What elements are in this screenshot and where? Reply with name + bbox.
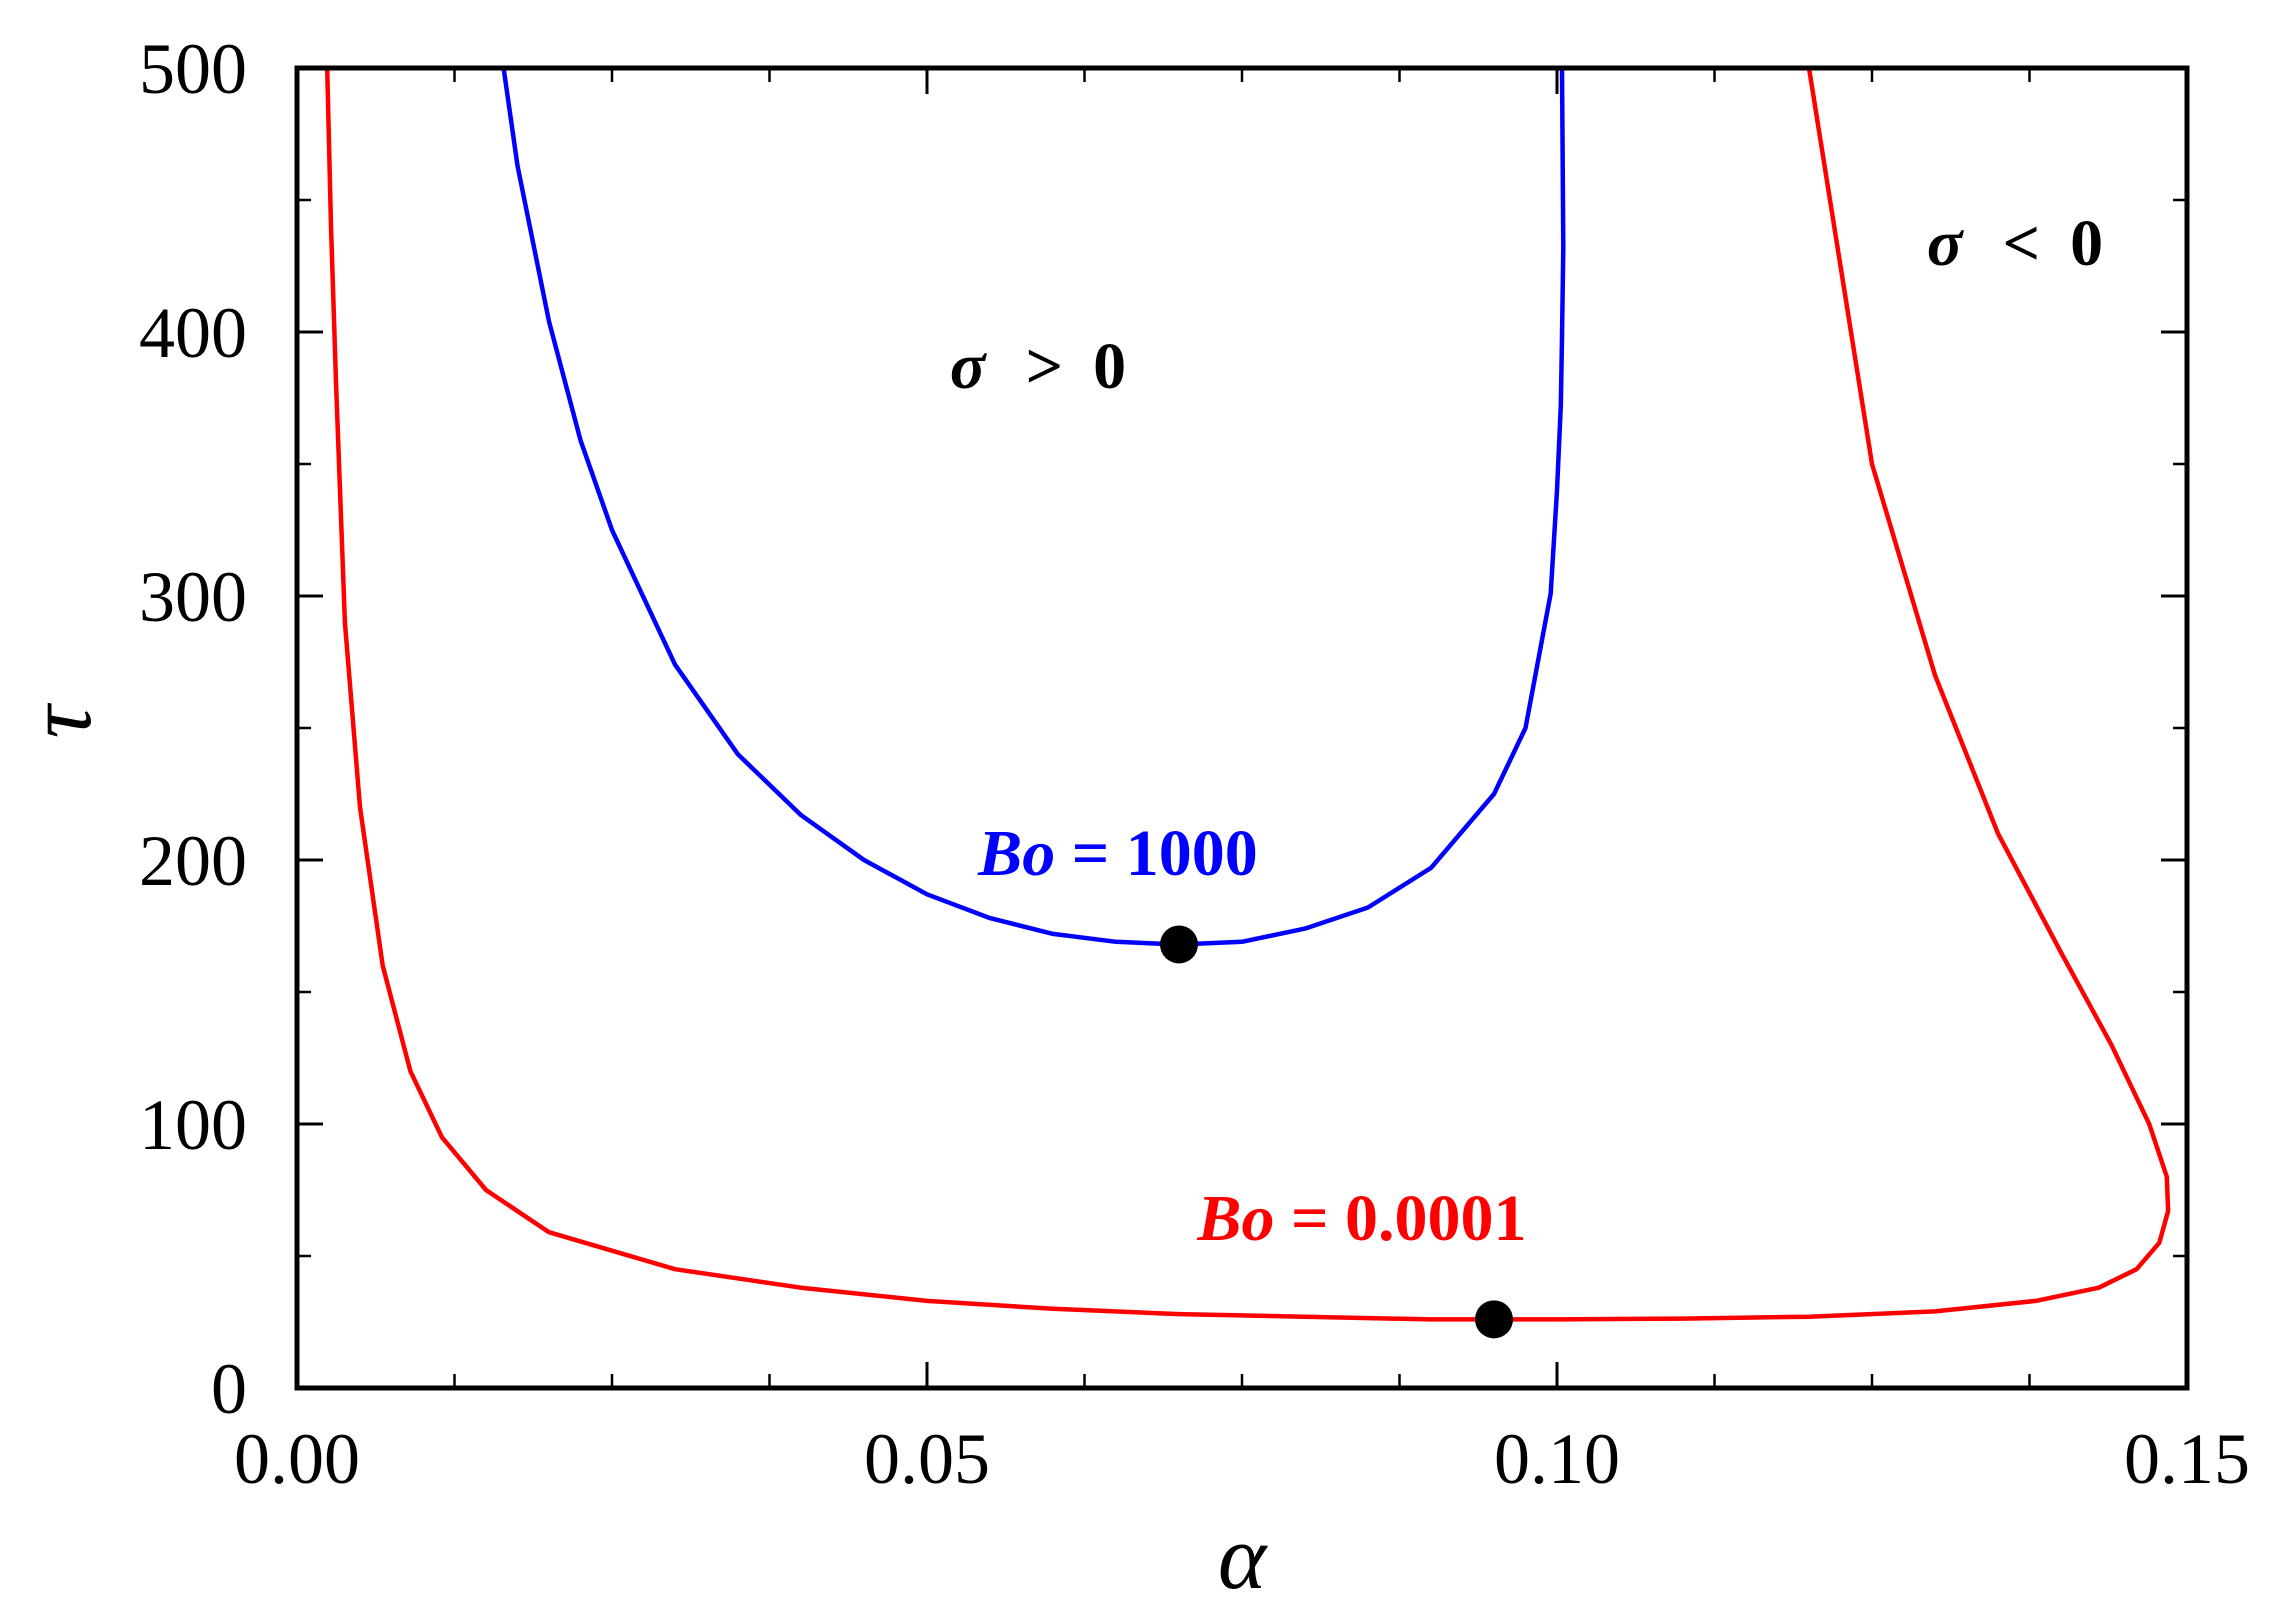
x-axis-title: α [1218,1506,1268,1608]
x-tick-label: 0.00 [234,1419,360,1499]
y-tick-label: 300 [139,557,247,637]
markers [1160,925,1513,1339]
y-axis-title: τ [8,702,110,738]
y-tick-label: 0 [211,1349,247,1429]
x-tick-label: 0.10 [1494,1419,1620,1499]
x-tick-label: 0.15 [2124,1419,2250,1499]
x-axis-ticks: 0.00 0.05 0.10 0.15 [234,68,2250,1499]
x-tick-label: 0.05 [864,1419,990,1499]
series-label-bo-1000: Bo = 1000 [977,817,1258,890]
y-tick-label: 500 [139,29,247,109]
y-tick-label: 400 [139,293,247,373]
minimum-point-marker [1475,1300,1513,1339]
minimum-point-marker [1160,925,1198,964]
series-label-bo-0.0001: Bo = 0.0001 [1196,1182,1526,1255]
series-line-0 [501,67,1566,947]
sigma-positive-label: σ >0 [950,330,1126,403]
y-tick-label: 200 [139,821,247,901]
sigma-negative-label: σ <0 [1927,207,2103,280]
plot-frame [294,65,2190,1391]
y-tick-label: 100 [139,1085,247,1165]
y-axis-ticks: 0 100 200 300 400 500 [139,29,2187,1429]
